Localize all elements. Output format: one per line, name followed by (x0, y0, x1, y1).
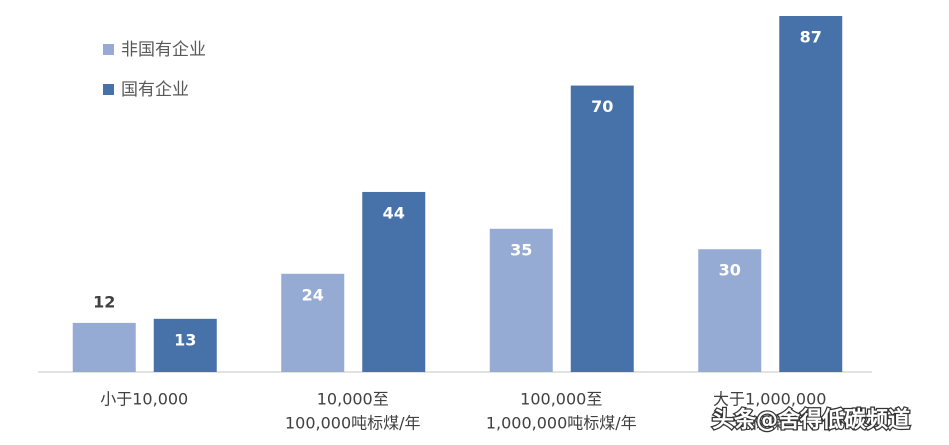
value-label: 12 (93, 292, 115, 311)
x-tick-label: 吨标煤/年 (735, 414, 804, 433)
bar (489, 228, 553, 372)
bar (698, 249, 762, 372)
watermark: 头条@舍得低碳频道 (712, 407, 910, 433)
x-tick-label: 1,000,000吨标煤/年 (486, 414, 637, 433)
legend-label: 国有企业 (121, 80, 189, 100)
value-label: 35 (510, 240, 532, 259)
value-label: 87 (800, 28, 822, 47)
bar (153, 318, 217, 372)
bar (570, 85, 634, 372)
x-tick-label: 100,000至 (520, 390, 602, 409)
bar (362, 191, 426, 372)
bar (281, 273, 345, 372)
x-tick-label: 10,000至 (317, 390, 389, 409)
value-label: 70 (591, 97, 613, 116)
bar (72, 322, 136, 372)
value-label: 24 (302, 285, 324, 304)
value-label: 30 (719, 261, 741, 280)
value-label: 13 (174, 330, 196, 349)
legend-label: 非国有企业 (121, 40, 206, 60)
value-label: 44 (383, 203, 405, 222)
x-tick-label: 小于10,000 (100, 390, 188, 409)
x-tick-label: 100,000吨标煤/年 (285, 414, 421, 433)
bar (779, 16, 843, 372)
x-tick-label: 大于1,000,000 (713, 390, 826, 409)
legend-swatch (103, 84, 114, 95)
legend-swatch (103, 44, 114, 55)
